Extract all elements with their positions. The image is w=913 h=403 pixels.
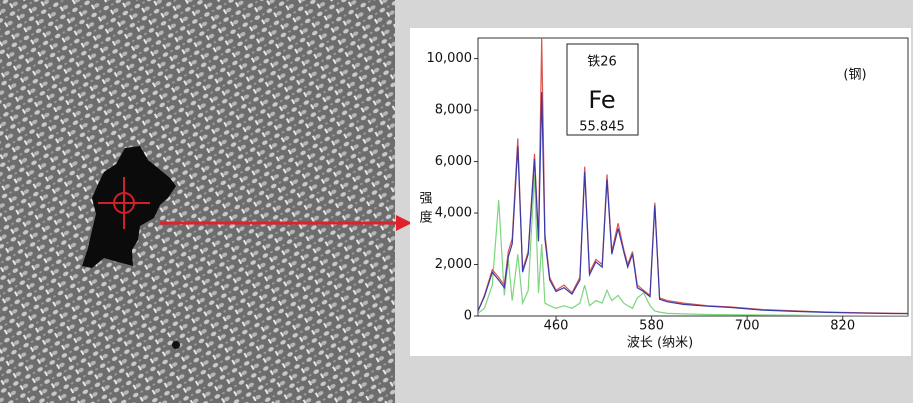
element-symbol: Fe — [588, 86, 615, 114]
x-tick-label: 580 — [639, 319, 664, 334]
y-tick-label: 0 — [464, 309, 472, 324]
micrograph — [0, 0, 395, 403]
y-axis-label: 强度 — [417, 191, 433, 229]
element-box — [566, 43, 639, 136]
element-mass: 55.845 — [579, 120, 625, 135]
speck — [172, 341, 180, 349]
chart-panel — [410, 28, 911, 356]
series-group — [478, 38, 908, 316]
arrow-head — [396, 215, 412, 231]
crosshair — [98, 177, 150, 229]
particle — [82, 146, 176, 268]
y-tick-label: 2,000 — [435, 257, 472, 272]
x-axis-label: 波长 (纳米) — [627, 336, 693, 351]
spectrum-line — [478, 92, 908, 315]
annotation: (钢) — [843, 68, 866, 83]
spectrum-line — [478, 38, 908, 314]
y-tick-label: 10,000 — [427, 51, 473, 66]
spectrum-line — [478, 174, 908, 316]
x-tick-label: 820 — [830, 319, 855, 334]
y-tick-label: 8,000 — [435, 103, 472, 118]
y-tick-label: 6,000 — [435, 154, 472, 169]
element-label: 铁26 — [587, 55, 617, 70]
x-tick-label: 700 — [735, 319, 760, 334]
x-tick-label: 460 — [544, 319, 569, 334]
y-tick-label: 4,000 — [435, 206, 472, 221]
plot-frame — [477, 37, 909, 317]
